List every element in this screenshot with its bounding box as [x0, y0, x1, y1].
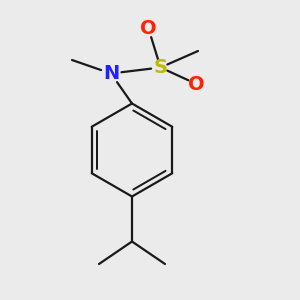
Text: S: S — [154, 58, 167, 77]
Text: O: O — [188, 74, 205, 94]
Text: N: N — [103, 64, 119, 83]
Text: O: O — [140, 19, 157, 38]
